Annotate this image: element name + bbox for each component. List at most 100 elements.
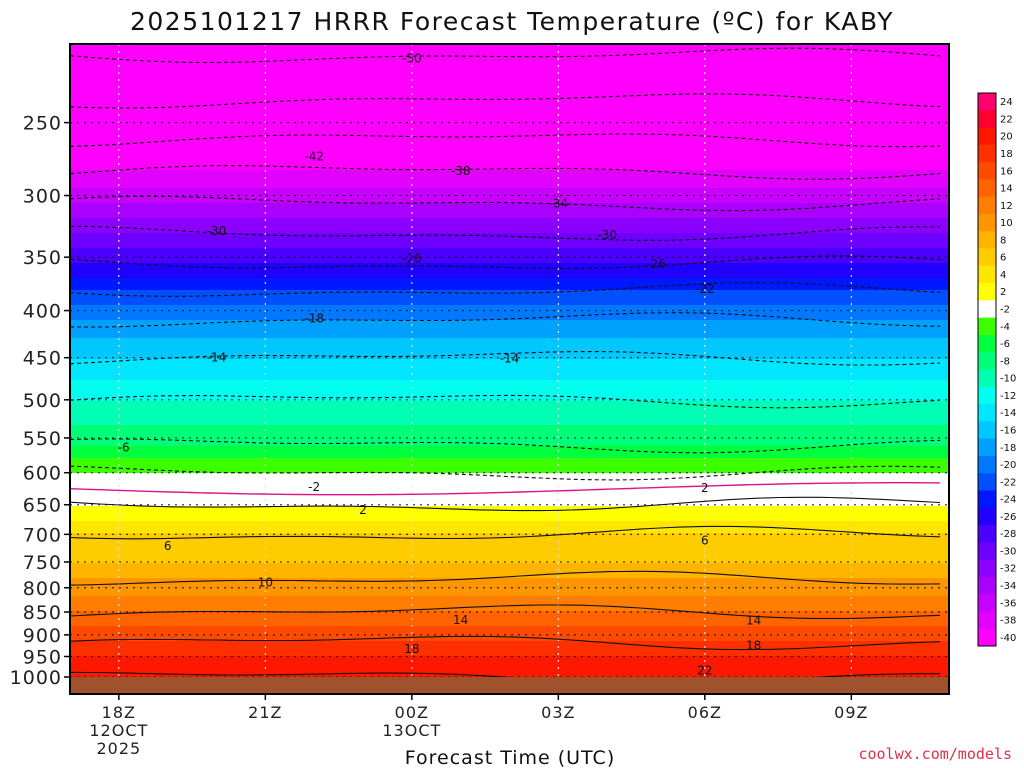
x-tick-label: 00Z — [395, 703, 429, 722]
field-band — [70, 539, 949, 543]
colorbar-swatch — [978, 127, 996, 146]
field-band — [70, 479, 949, 483]
colorbar-swatch — [978, 196, 996, 215]
isotherm-line — [70, 496, 941, 512]
field-band — [70, 485, 949, 489]
grid — [70, 44, 949, 678]
colorbar-swatch — [978, 231, 996, 250]
field-band — [70, 161, 949, 165]
colorbar-label: 2 — [1000, 287, 1006, 298]
contour-label: 22 — [697, 664, 712, 678]
field-band — [70, 449, 949, 453]
field-band — [70, 467, 949, 471]
field-band — [70, 455, 949, 459]
field-band — [70, 620, 949, 624]
field-band — [70, 65, 949, 69]
field-band — [70, 476, 949, 480]
field-band — [70, 332, 949, 336]
field-band — [70, 638, 949, 642]
field-band — [70, 617, 949, 621]
field-band — [70, 74, 949, 78]
colorbar-label: -6 — [1000, 339, 1010, 350]
field-band — [70, 323, 949, 327]
field-band — [70, 158, 949, 162]
field-band — [70, 356, 949, 360]
colorbar-swatch — [978, 490, 996, 509]
field-band — [70, 473, 949, 477]
field-band — [70, 434, 949, 438]
field-band — [70, 626, 949, 630]
x-tick-sublabel: 12OCT — [89, 721, 148, 740]
y-tick-label: 500 — [23, 390, 62, 412]
colorbar-swatch — [978, 386, 996, 405]
field-band — [70, 653, 949, 657]
y-tick-label: 600 — [23, 463, 62, 485]
field-band — [70, 248, 949, 252]
field-band — [70, 428, 949, 432]
field-band — [70, 260, 949, 264]
field-band — [70, 587, 949, 591]
field-band — [70, 368, 949, 372]
field-band — [70, 245, 949, 249]
field-band — [70, 650, 949, 654]
field-band — [70, 569, 949, 573]
isotherm-line — [70, 570, 941, 586]
field-band — [70, 68, 949, 72]
field-band — [70, 104, 949, 108]
field-band — [70, 659, 949, 663]
field-band — [70, 140, 949, 144]
field-band — [70, 482, 949, 486]
colorbar-label: 4 — [1000, 270, 1006, 281]
field-band — [70, 170, 949, 174]
field-band — [70, 518, 949, 522]
y-tick-label: 900 — [23, 625, 62, 647]
chart-title: 2025101217 HRRR Forecast Temperature (ºC… — [130, 7, 894, 36]
colorbar-frame — [977, 92, 997, 647]
colorbar-label: -22 — [1000, 477, 1016, 488]
contour-label: -26 — [402, 251, 422, 265]
contour-label: -14 — [500, 352, 520, 366]
field-band — [70, 155, 949, 159]
credit-link[interactable]: coolwx.com/models — [858, 745, 1012, 763]
field-band — [70, 80, 949, 84]
contour-label: -6 — [118, 440, 130, 454]
field-band — [70, 506, 949, 510]
colorbar-swatch — [978, 455, 996, 474]
field-band — [70, 134, 949, 138]
colorbar-label: -16 — [1000, 425, 1016, 436]
field-band — [70, 641, 949, 645]
contour-label: 6 — [701, 534, 709, 548]
y-axis: 2503003504004505005506006507007508008509… — [10, 113, 70, 689]
field-band — [70, 221, 949, 225]
field-band — [70, 398, 949, 402]
contour-label: -2 — [308, 480, 320, 494]
isotherm-line — [70, 165, 941, 180]
y-tick-label: 700 — [23, 524, 62, 546]
field-band — [70, 320, 949, 324]
field-band — [70, 224, 949, 228]
field-band — [70, 113, 949, 117]
field-band — [70, 371, 949, 375]
colorbar-label: -2 — [1000, 305, 1010, 316]
colorbar-label: -20 — [1000, 460, 1016, 471]
x-tick-sublabel: 2025 — [96, 739, 141, 758]
colorbar-swatch — [978, 594, 996, 612]
field-band — [70, 488, 949, 492]
contour-label: 14 — [453, 613, 468, 627]
colorbar-label: 24 — [1000, 97, 1013, 108]
field-band — [70, 98, 949, 102]
x-axis-title: Forecast Time (UTC) — [405, 747, 615, 768]
field-band — [70, 233, 949, 237]
x-tick-label: 03Z — [541, 703, 575, 722]
field-band — [70, 668, 949, 672]
contour-label: -38 — [451, 164, 471, 178]
colorbar-swatch — [978, 334, 996, 353]
contour-label: 10 — [258, 576, 273, 590]
field-band — [70, 410, 949, 414]
contour-label: 14 — [746, 613, 761, 627]
field-band — [70, 230, 949, 234]
field-band — [70, 236, 949, 240]
field-band — [70, 578, 949, 582]
x-tick-label: 09Z — [834, 703, 868, 722]
